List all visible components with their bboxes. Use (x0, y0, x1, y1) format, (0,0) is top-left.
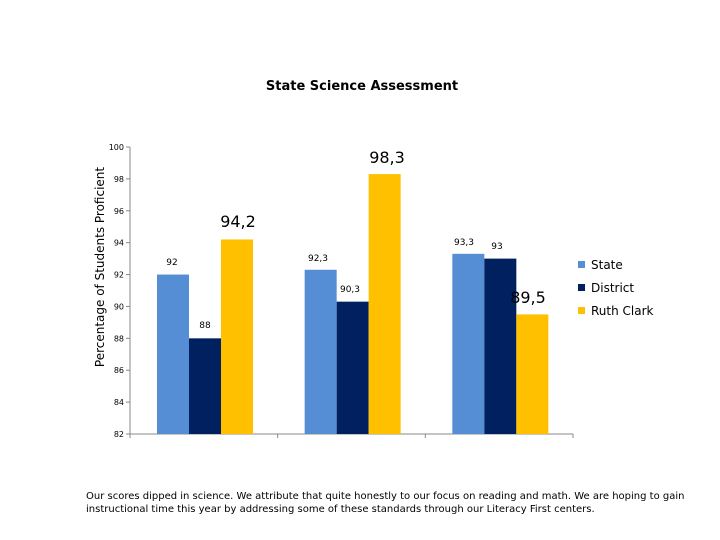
y-tick-label: 84 (114, 398, 124, 407)
y-tick-label: 86 (114, 366, 124, 375)
legend-label: District (591, 281, 634, 295)
data-label: 94,2 (220, 212, 256, 231)
data-label: 93,3 (454, 238, 474, 248)
bar-ruth-clark (368, 174, 401, 434)
y-tick-label: 82 (114, 430, 124, 439)
legend-swatch (578, 261, 585, 268)
legend-label: State (591, 258, 623, 272)
chart-title: State Science Assessment (266, 79, 458, 94)
bar-district (189, 338, 221, 434)
legend: State District Ruth Clark (578, 258, 654, 318)
y-tick-label: 88 (114, 334, 124, 343)
y-tick-label: 98 (114, 175, 124, 184)
bar-ruth-clark (221, 239, 253, 434)
legend-label: Ruth Clark (591, 304, 654, 318)
data-label: 98,3 (369, 148, 405, 167)
y-axis-label: Percentage of Students Proficient (93, 167, 107, 368)
y-tick-label: 94 (114, 239, 124, 248)
caption-text: Our scores dipped in science. We attribu… (86, 491, 685, 515)
bars: 92 92,3 93,3 88 90,3 93 94,2 98,3 89,5 (157, 148, 549, 434)
bar-ruth-clark (516, 314, 549, 434)
y-ticks: 82 84 86 88 90 92 94 96 98 100 (109, 143, 130, 439)
data-label: 90,3 (340, 285, 360, 295)
data-label: 92,3 (308, 254, 328, 264)
data-label: 93 (491, 242, 502, 252)
bar-state (452, 253, 485, 434)
legend-swatch (578, 307, 585, 314)
y-tick-label: 90 (114, 302, 124, 311)
y-tick-label: 100 (109, 143, 124, 152)
data-label: 88 (199, 321, 211, 331)
data-label: 92 (166, 258, 177, 268)
data-label: 89,5 (510, 288, 546, 307)
bar-state (304, 269, 337, 434)
bar-district (484, 258, 517, 434)
x-ticks (129, 434, 574, 438)
legend-swatch (578, 284, 585, 291)
y-tick-label: 92 (114, 271, 124, 280)
bar-state (157, 274, 189, 434)
bar-district (336, 301, 369, 434)
y-tick-label: 96 (114, 207, 124, 216)
